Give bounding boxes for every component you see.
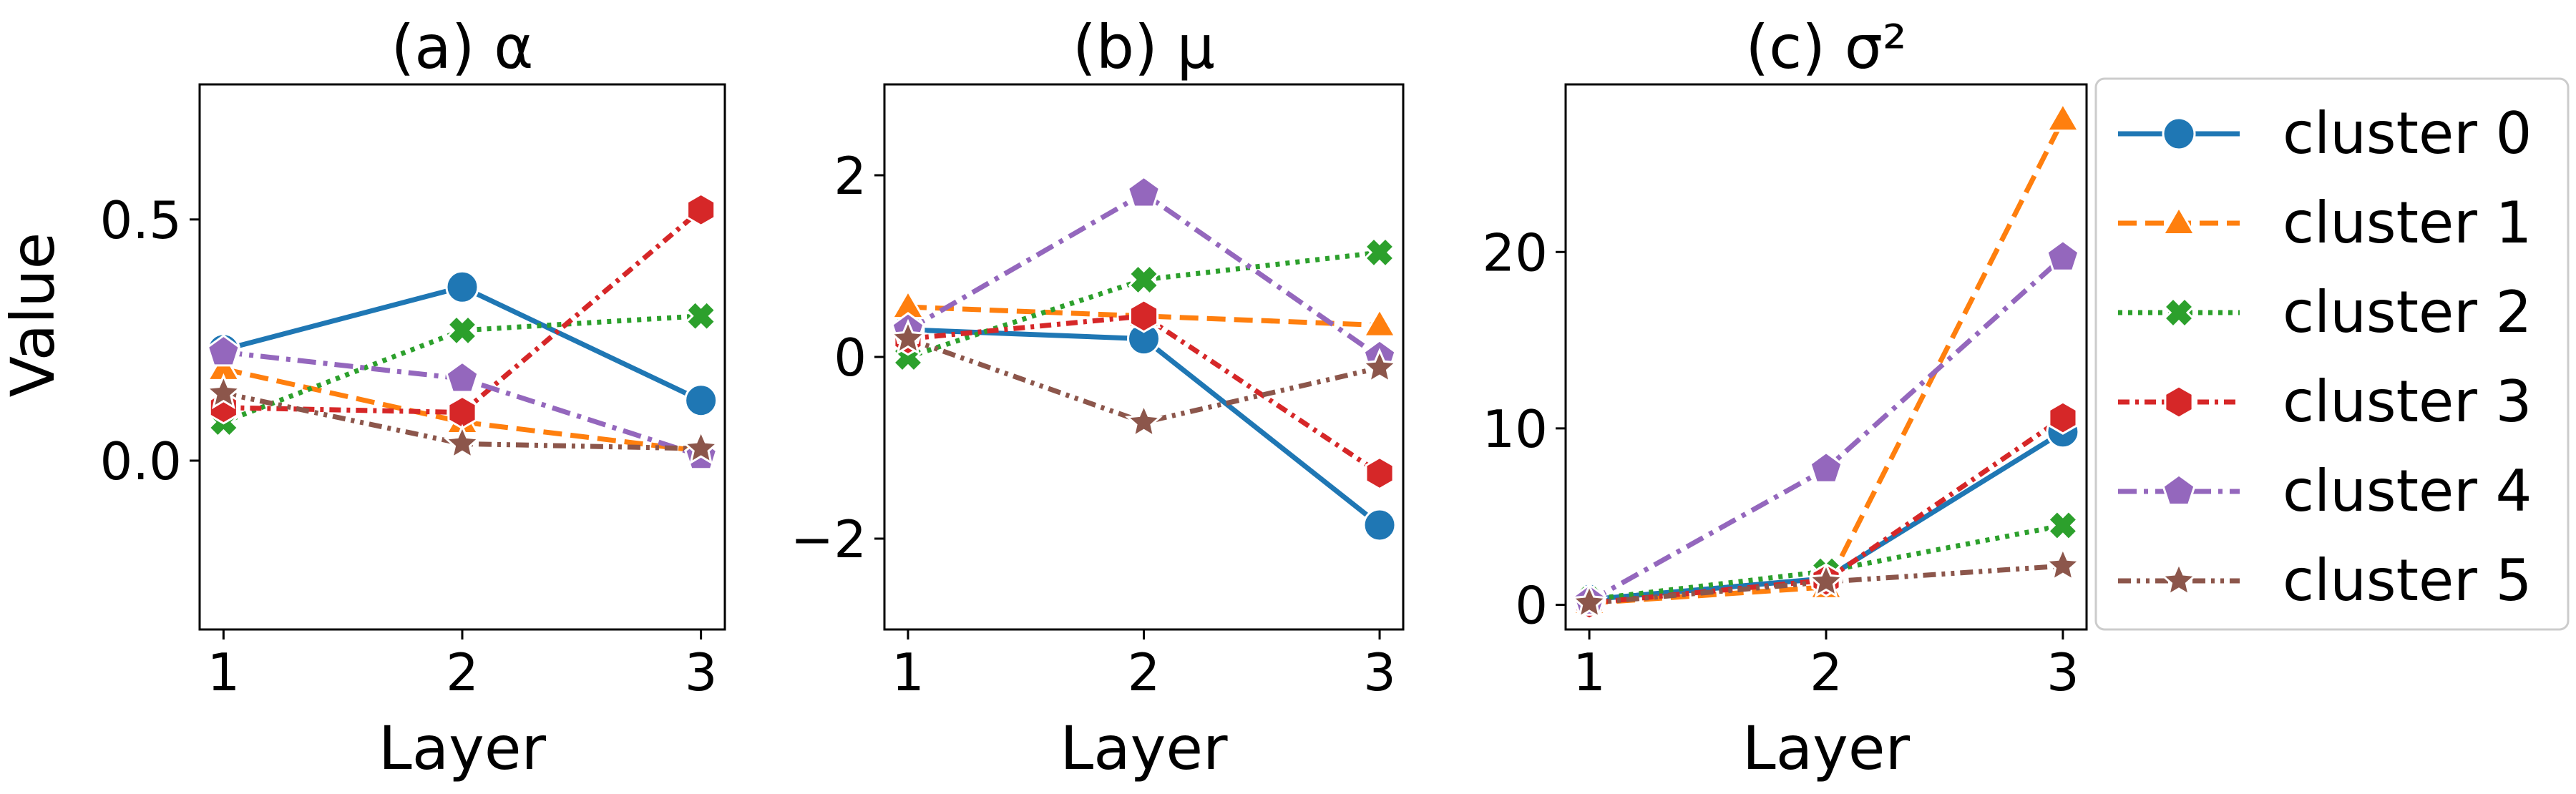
- data-point-cluster-3: [447, 395, 477, 430]
- panel-3: (c) σ² 1 2 3 Layer 20 10 0: [1482, 12, 2088, 783]
- data-point-cluster-2: [446, 314, 479, 347]
- legend-item: cluster 1: [2118, 190, 2532, 256]
- series-line-cluster-5: [907, 336, 1380, 425]
- data-point-cluster-3: [1365, 456, 1395, 491]
- data-point-cluster-4: [445, 361, 479, 393]
- x-axis-label: Layer: [1060, 713, 1228, 783]
- legend-marker: [2160, 561, 2198, 597]
- y-tick-label: 0: [834, 328, 867, 388]
- data-point-cluster-2: [1363, 236, 1396, 269]
- data-point-cluster-4: [2046, 239, 2080, 272]
- legend-marker: [2162, 474, 2196, 506]
- data-point-cluster-5: [682, 428, 721, 465]
- series-line-cluster-1: [1589, 118, 2066, 606]
- legend: cluster 0 cluster 1 cluster 2 cluster 3 clus…: [2094, 77, 2570, 631]
- legend-label: cluster 0: [2283, 100, 2532, 167]
- legend-marker: [2162, 117, 2196, 151]
- panel-title: (b) μ: [1073, 12, 1215, 82]
- x-tick-label: 1: [1573, 642, 1606, 702]
- series-line-cluster-3: [907, 313, 1381, 476]
- legend-label: cluster 4: [2283, 458, 2532, 524]
- x-tick-label: 3: [685, 642, 718, 702]
- legend-item: cluster 4: [2118, 458, 2532, 524]
- data-point-cluster-5: [1125, 402, 1163, 438]
- x-tick-label: 3: [1363, 642, 1396, 702]
- x-tick-label: 2: [1128, 642, 1161, 702]
- data-point-cluster-2: [2046, 509, 2079, 541]
- legend-item: cluster 2: [2118, 279, 2532, 345]
- data-point-cluster-5: [889, 318, 927, 356]
- panel-title: (a) α: [391, 12, 533, 82]
- data-point-cluster-0: [684, 383, 718, 418]
- data-point-cluster-5: [1360, 348, 1399, 384]
- legend-item: cluster 5: [2118, 547, 2532, 614]
- y-tick-label: 0.5: [99, 190, 182, 250]
- data-point-cluster-1: [1362, 307, 1397, 338]
- data-point-cluster-3: [1128, 299, 1159, 333]
- y-tick-label: 2: [834, 146, 867, 206]
- data-point-cluster-3: [686, 192, 716, 227]
- data-point-cluster-5: [204, 373, 243, 410]
- y-tick-label: 20: [1482, 222, 1548, 283]
- data-point-cluster-5: [1807, 562, 1845, 598]
- x-axis-label: Layer: [1742, 713, 1911, 783]
- y-tick-label: 0.0: [99, 431, 182, 491]
- series-line-cluster-5: [1589, 563, 2064, 606]
- x-tick-label: 2: [1810, 642, 1843, 702]
- panel-2: (b) μ 1 2 3 Layer 2 0 −2: [791, 12, 1405, 783]
- panel-1: (a) α 1 2 3 Layer 0.5 0.0: [99, 12, 726, 783]
- plot-frame: [1564, 83, 2088, 631]
- data-point-cluster-3: [2048, 401, 2078, 435]
- legend-label: cluster 5: [2283, 547, 2532, 614]
- legend-marker: [2162, 296, 2195, 329]
- data-point-cluster-1: [2045, 102, 2081, 132]
- y-tick-label: −2: [791, 509, 867, 569]
- x-tick-label: 3: [2046, 642, 2079, 702]
- legend-item: cluster 0: [2118, 100, 2532, 167]
- x-tick-label: 2: [446, 642, 479, 702]
- data-point-cluster-2: [1128, 263, 1160, 296]
- series-line-cluster-4: [1588, 255, 2065, 604]
- legend-item: cluster 3: [2118, 368, 2532, 435]
- legend-label: cluster 1: [2283, 190, 2532, 256]
- data-point-cluster-2: [685, 300, 717, 332]
- y-tick-label: 10: [1482, 399, 1548, 459]
- legend-marker: [2161, 205, 2197, 235]
- data-point-cluster-0: [1362, 508, 1397, 542]
- series-line-cluster-3: [1589, 416, 2064, 606]
- legend-label: cluster 3: [2283, 368, 2532, 435]
- data-point-cluster-5: [443, 423, 482, 460]
- y-axis-label: Value: [0, 232, 68, 398]
- data-point-cluster-5: [1570, 583, 1609, 619]
- series-line-cluster-2: [907, 250, 1380, 360]
- y-tick-label: 0: [1515, 575, 1548, 635]
- x-tick-label: 1: [207, 642, 240, 702]
- data-point-cluster-4: [206, 334, 240, 367]
- panel-title: (c) σ²: [1745, 12, 1906, 82]
- data-point-cluster-0: [445, 270, 479, 304]
- legend-label: cluster 2: [2283, 279, 2532, 345]
- x-tick-label: 1: [892, 642, 924, 702]
- data-point-cluster-4: [1809, 451, 1843, 484]
- data-point-cluster-5: [2044, 546, 2082, 582]
- legend-box: [2094, 77, 2570, 631]
- data-point-cluster-4: [1126, 175, 1161, 208]
- legend-marker: [2164, 385, 2194, 419]
- x-axis-label: Layer: [379, 713, 547, 783]
